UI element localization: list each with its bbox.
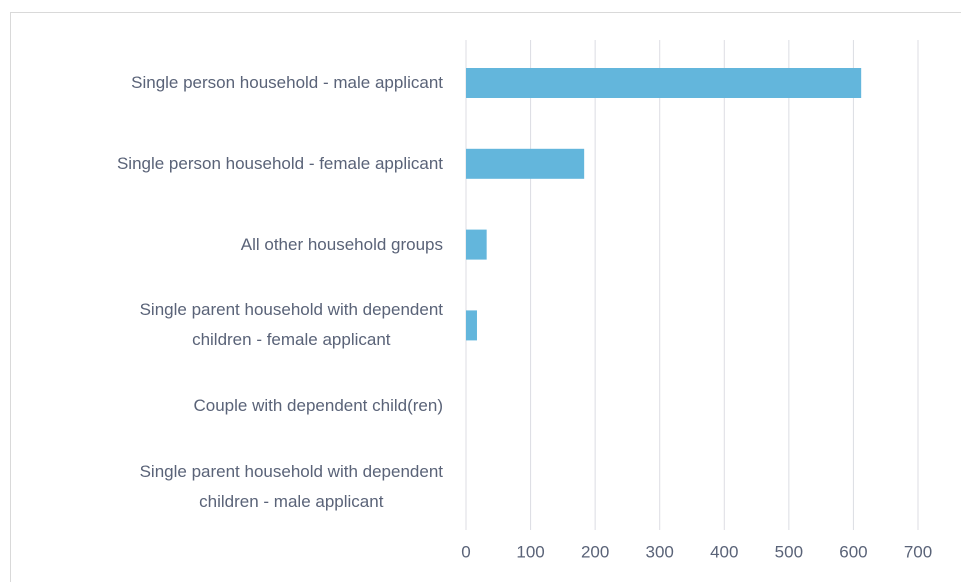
x-tick-label: 100 (516, 542, 544, 561)
y-tick-label-box: Single parent household with dependent c… (3, 290, 443, 360)
y-tick-label-box: Single person household - male applicant (3, 48, 443, 118)
y-tick-label-box: Single person household - female applica… (3, 129, 443, 199)
y-tick-label-box: Couple with dependent child(ren) (3, 371, 444, 441)
x-tick-label: 200 (581, 542, 609, 561)
y-tick-label-box: Single parent household with dependent c… (3, 452, 443, 522)
x-tick-label: 700 (904, 542, 932, 561)
frame (10, 12, 961, 582)
y-tick-label: Single person household - male applicant (131, 73, 443, 92)
bar (466, 310, 477, 341)
bar (466, 229, 487, 260)
x-tick-label: 500 (775, 542, 803, 561)
y-tick-label: Couple with dependent child(ren) (193, 396, 444, 416)
bar (466, 68, 862, 98)
y-tick-label: Single person household - female applica… (116, 153, 443, 173)
y-tick-label: Single parent household with dependent c… (139, 300, 443, 350)
x-tick-label: 0 (461, 542, 470, 561)
bar (466, 148, 585, 179)
x-tick-label: 600 (839, 542, 867, 561)
x-tick-label: 300 (646, 542, 674, 561)
x-tick-label: 400 (710, 542, 738, 561)
y-tick-label-box: All other household groups (3, 210, 443, 280)
y-tick-label: Single parent household with dependent c… (139, 462, 443, 511)
y-tick-label: All other household groups (240, 234, 443, 254)
